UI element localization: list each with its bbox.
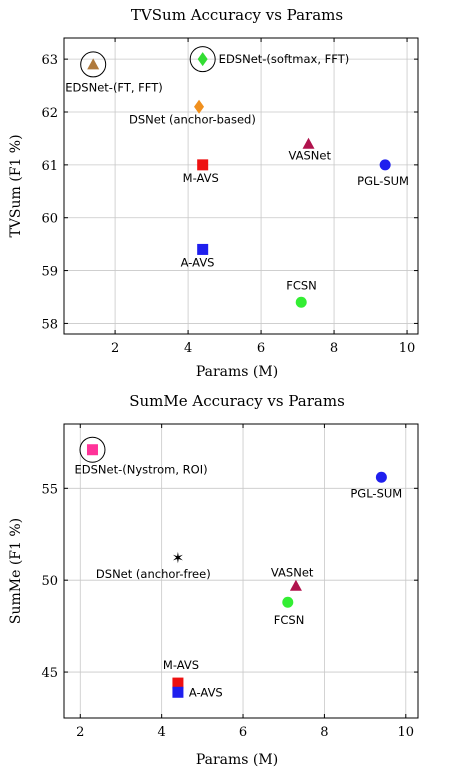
data-point: DSNet (anchor-based) bbox=[129, 99, 256, 127]
highlight-ring bbox=[79, 436, 106, 463]
data-point: FCSN bbox=[286, 278, 317, 308]
point-label: FCSN bbox=[274, 613, 305, 627]
star-marker: ✶ bbox=[172, 549, 185, 567]
plot-frame bbox=[63, 37, 419, 335]
point-label: PGL-SUM bbox=[350, 486, 402, 500]
chart-panel-1: TVSum Accuracy vs Params 2 4 6 8 10 58 59 60 61 62… bbox=[8, 6, 419, 380]
diamond-marker bbox=[197, 52, 208, 67]
point-label: M-AVS bbox=[183, 171, 219, 185]
highlight-ring bbox=[80, 51, 107, 78]
x-tick-label: 2 bbox=[76, 725, 84, 740]
data-point: VASNet bbox=[289, 137, 332, 163]
circle-marker bbox=[282, 596, 294, 608]
data-point: FCSN bbox=[274, 596, 305, 627]
y-tick-label: 63 bbox=[41, 53, 58, 68]
chart-panel-2: SumMe Accuracy vs Params 2 4 6 8 10 45 50 55 Para… bbox=[8, 392, 419, 768]
circle-marker bbox=[379, 159, 391, 171]
chart-title: TVSum Accuracy vs Params bbox=[131, 6, 343, 24]
data-point: EDSNet-(FT, FFT) bbox=[65, 51, 163, 94]
data-point: VASNet bbox=[271, 566, 314, 591]
square-marker bbox=[172, 677, 184, 689]
data-point: EDSNet-(softmax, FFT) bbox=[189, 46, 350, 73]
x-tick-label: 8 bbox=[330, 341, 338, 356]
data-point: PGL-SUM bbox=[350, 471, 402, 500]
point-label: EDSNet-(Nystrom, ROI) bbox=[74, 463, 207, 477]
x-tick-label: 10 bbox=[398, 725, 415, 740]
square-marker bbox=[197, 159, 209, 171]
point-label: DSNet (anchor-based) bbox=[129, 113, 256, 127]
point-label: A-AVS bbox=[181, 255, 215, 269]
y-axis-label: TVSum (F1 %) bbox=[8, 134, 24, 237]
triangle-marker bbox=[87, 58, 100, 70]
y-tick-label: 45 bbox=[41, 666, 58, 681]
x-tick-label: 6 bbox=[257, 341, 265, 356]
y-tick-label: 58 bbox=[41, 317, 58, 332]
diamond-marker bbox=[194, 99, 205, 114]
point-label: FCSN bbox=[286, 278, 317, 292]
x-axis-label: Params (M) bbox=[196, 752, 278, 768]
y-tick-label: 50 bbox=[41, 574, 58, 589]
circle-marker bbox=[295, 296, 307, 308]
chart-title: SumMe Accuracy vs Params bbox=[129, 392, 345, 410]
data-point: M-AVS bbox=[163, 658, 199, 689]
data-point: A-AVS bbox=[181, 243, 215, 269]
point-label: EDSNet-(FT, FFT) bbox=[65, 80, 163, 94]
x-tick-label: 10 bbox=[399, 341, 416, 356]
data-point: EDSNet-(Nystrom, ROI) bbox=[74, 436, 208, 477]
square-marker bbox=[172, 686, 184, 698]
data-point: ✶DSNet (anchor-free) bbox=[96, 549, 211, 581]
point-label: M-AVS bbox=[163, 658, 199, 672]
y-tick-label: 60 bbox=[41, 212, 58, 227]
highlight-ring bbox=[189, 46, 216, 73]
point-label: VASNet bbox=[271, 566, 314, 580]
y-tick-label: 61 bbox=[41, 159, 58, 174]
data-point: M-AVS bbox=[183, 159, 219, 185]
x-tick-label: 4 bbox=[184, 341, 192, 356]
x-axis-label: Params (M) bbox=[196, 364, 278, 380]
plot-frame bbox=[63, 423, 419, 719]
point-label: PGL-SUM bbox=[357, 174, 409, 188]
x-tick-label: 2 bbox=[111, 341, 119, 356]
point-label: A-AVS bbox=[189, 685, 223, 699]
x-tick-label: 6 bbox=[239, 725, 247, 740]
point-label: EDSNet-(softmax, FFT) bbox=[219, 52, 350, 66]
point-label: VASNet bbox=[289, 149, 332, 163]
data-point: PGL-SUM bbox=[357, 159, 409, 188]
data-point: A-AVS bbox=[172, 685, 223, 699]
circle-marker bbox=[375, 471, 387, 483]
square-marker bbox=[197, 243, 209, 255]
y-tick-label: 55 bbox=[41, 482, 58, 497]
point-label: DSNet (anchor-free) bbox=[96, 567, 211, 581]
x-tick-label: 8 bbox=[320, 725, 328, 740]
y-axis-label: SumMe (F1 %) bbox=[8, 518, 24, 624]
square-marker bbox=[86, 444, 98, 456]
x-tick-label: 4 bbox=[158, 725, 166, 740]
triangle-marker bbox=[302, 137, 315, 149]
y-tick-label: 59 bbox=[41, 265, 58, 280]
triangle-marker bbox=[289, 579, 302, 591]
y-tick-label: 62 bbox=[41, 106, 58, 121]
